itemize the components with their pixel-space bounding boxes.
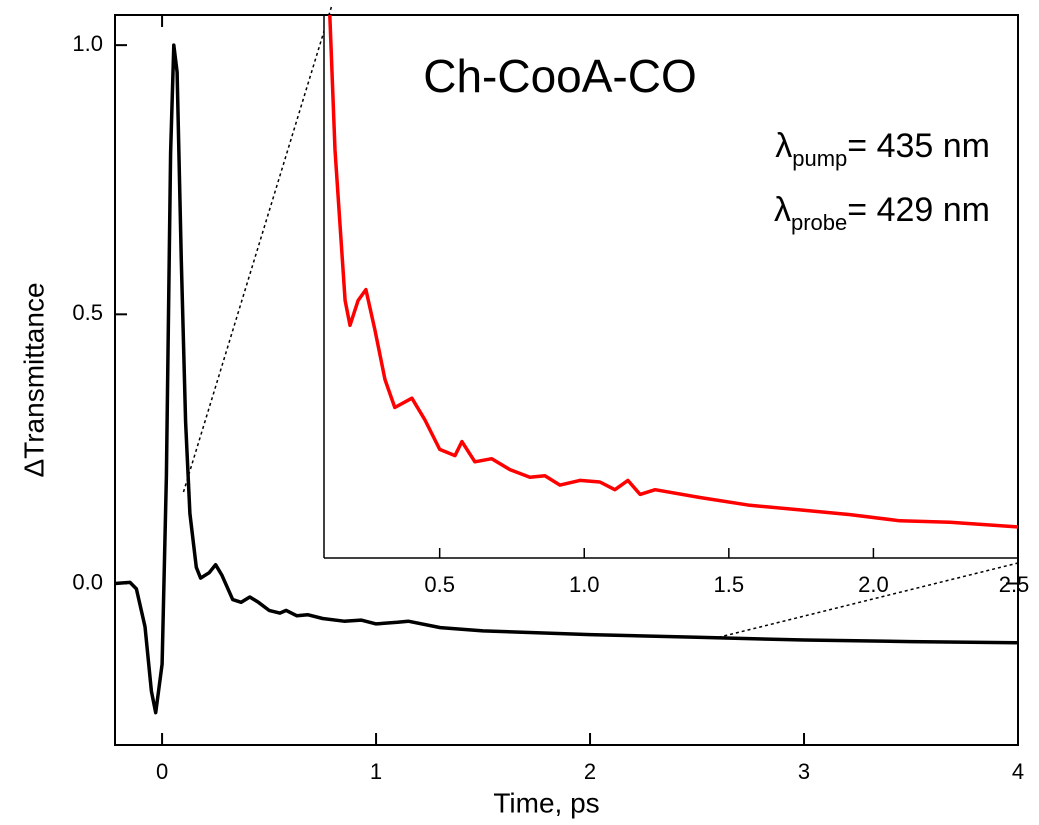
annotation-subscript: probe	[791, 210, 847, 235]
x-tick-label: 0	[156, 759, 168, 784]
y-tick-label: 0.5	[72, 300, 103, 325]
annotation-text: = 435 nm	[847, 127, 990, 165]
y-tick-label: 0.0	[72, 569, 103, 594]
inset-x-tick-label: 1.5	[714, 572, 745, 597]
annotation-text: = 429 nm	[847, 191, 990, 229]
inset-x-tick-label: 2.0	[858, 572, 889, 597]
x-axis-label: Time, ps	[493, 787, 599, 818]
plot-frame	[114, 14, 1019, 746]
data-line	[114, 43, 1019, 715]
annotation-symbol: λ	[774, 191, 791, 229]
x-tick-label: 4	[1012, 759, 1024, 784]
x-tick-label: 3	[798, 759, 810, 784]
zoom-connector	[182, 4, 333, 493]
annotation: λprobe= 429 nm	[774, 191, 990, 235]
annotation-subscript: pump	[792, 146, 847, 171]
inset-title: Ch-CooA-CO	[423, 50, 697, 102]
y-axis-label: ΔTransmittance	[18, 282, 49, 477]
inset-x-tick-label: 0.5	[424, 572, 455, 597]
x-tick-label: 1	[370, 759, 382, 784]
x-tick-label: 2	[584, 759, 596, 784]
y-tick-label: 1.0	[72, 31, 103, 56]
annotation: λpump= 435 nm	[775, 127, 990, 171]
inset-x-tick-label: 2.5	[999, 572, 1030, 597]
data-line	[328, 14, 1019, 529]
inset-background	[324, 16, 1017, 558]
inset-x-tick-label: 1.0	[569, 572, 600, 597]
annotation-symbol: λ	[775, 127, 792, 165]
